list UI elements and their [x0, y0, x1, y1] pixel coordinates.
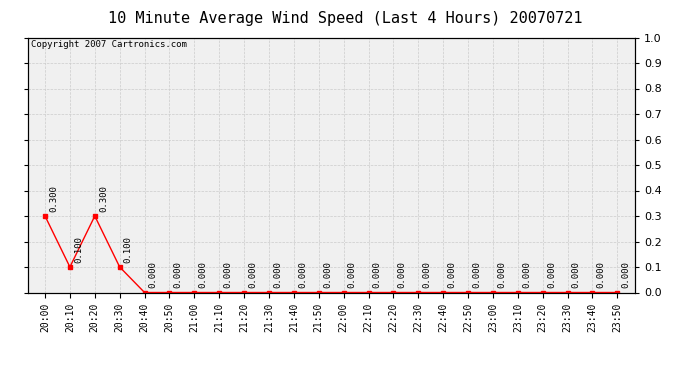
Text: 0.000: 0.000 — [472, 261, 481, 288]
Text: 0.000: 0.000 — [323, 261, 332, 288]
Text: 0.000: 0.000 — [248, 261, 257, 288]
Text: 0.000: 0.000 — [273, 261, 282, 288]
Text: 0.000: 0.000 — [348, 261, 357, 288]
Text: 0.000: 0.000 — [447, 261, 456, 288]
Text: 0.000: 0.000 — [298, 261, 307, 288]
Text: 10 Minute Average Wind Speed (Last 4 Hours) 20070721: 10 Minute Average Wind Speed (Last 4 Hou… — [108, 11, 582, 26]
Text: 0.000: 0.000 — [373, 261, 382, 288]
Text: 0.000: 0.000 — [622, 261, 631, 288]
Text: 0.000: 0.000 — [547, 261, 556, 288]
Text: 0.000: 0.000 — [149, 261, 158, 288]
Text: 0.000: 0.000 — [224, 261, 233, 288]
Text: 0.000: 0.000 — [397, 261, 406, 288]
Text: 0.000: 0.000 — [199, 261, 208, 288]
Text: 0.300: 0.300 — [49, 185, 58, 212]
Text: Copyright 2007 Cartronics.com: Copyright 2007 Cartronics.com — [30, 40, 186, 49]
Text: 0.000: 0.000 — [522, 261, 531, 288]
Text: 0.000: 0.000 — [597, 261, 606, 288]
Text: 0.100: 0.100 — [74, 236, 83, 263]
Text: 0.000: 0.000 — [174, 261, 183, 288]
Text: 0.000: 0.000 — [497, 261, 506, 288]
Text: 0.100: 0.100 — [124, 236, 133, 263]
Text: 0.000: 0.000 — [422, 261, 431, 288]
Text: 0.300: 0.300 — [99, 185, 108, 212]
Text: 0.000: 0.000 — [572, 261, 581, 288]
